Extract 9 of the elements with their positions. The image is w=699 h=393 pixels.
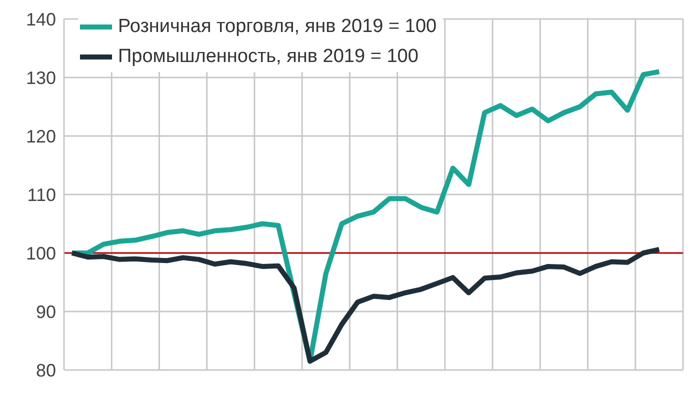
y-tick-label: 80 — [36, 360, 56, 380]
legend-label: Розничная торговля, янв 2019 = 100 — [118, 16, 437, 38]
y-tick-label: 140 — [26, 9, 56, 30]
y-tick-label: 120 — [26, 126, 56, 146]
y-tick-label: 110 — [27, 184, 56, 205]
legend-label: Промышленность, янв 2019 = 100 — [118, 46, 418, 68]
y-tick-label: 130 — [26, 68, 56, 88]
y-tick-label: 100 — [26, 243, 56, 264]
y-tick-label: 90 — [36, 302, 56, 322]
